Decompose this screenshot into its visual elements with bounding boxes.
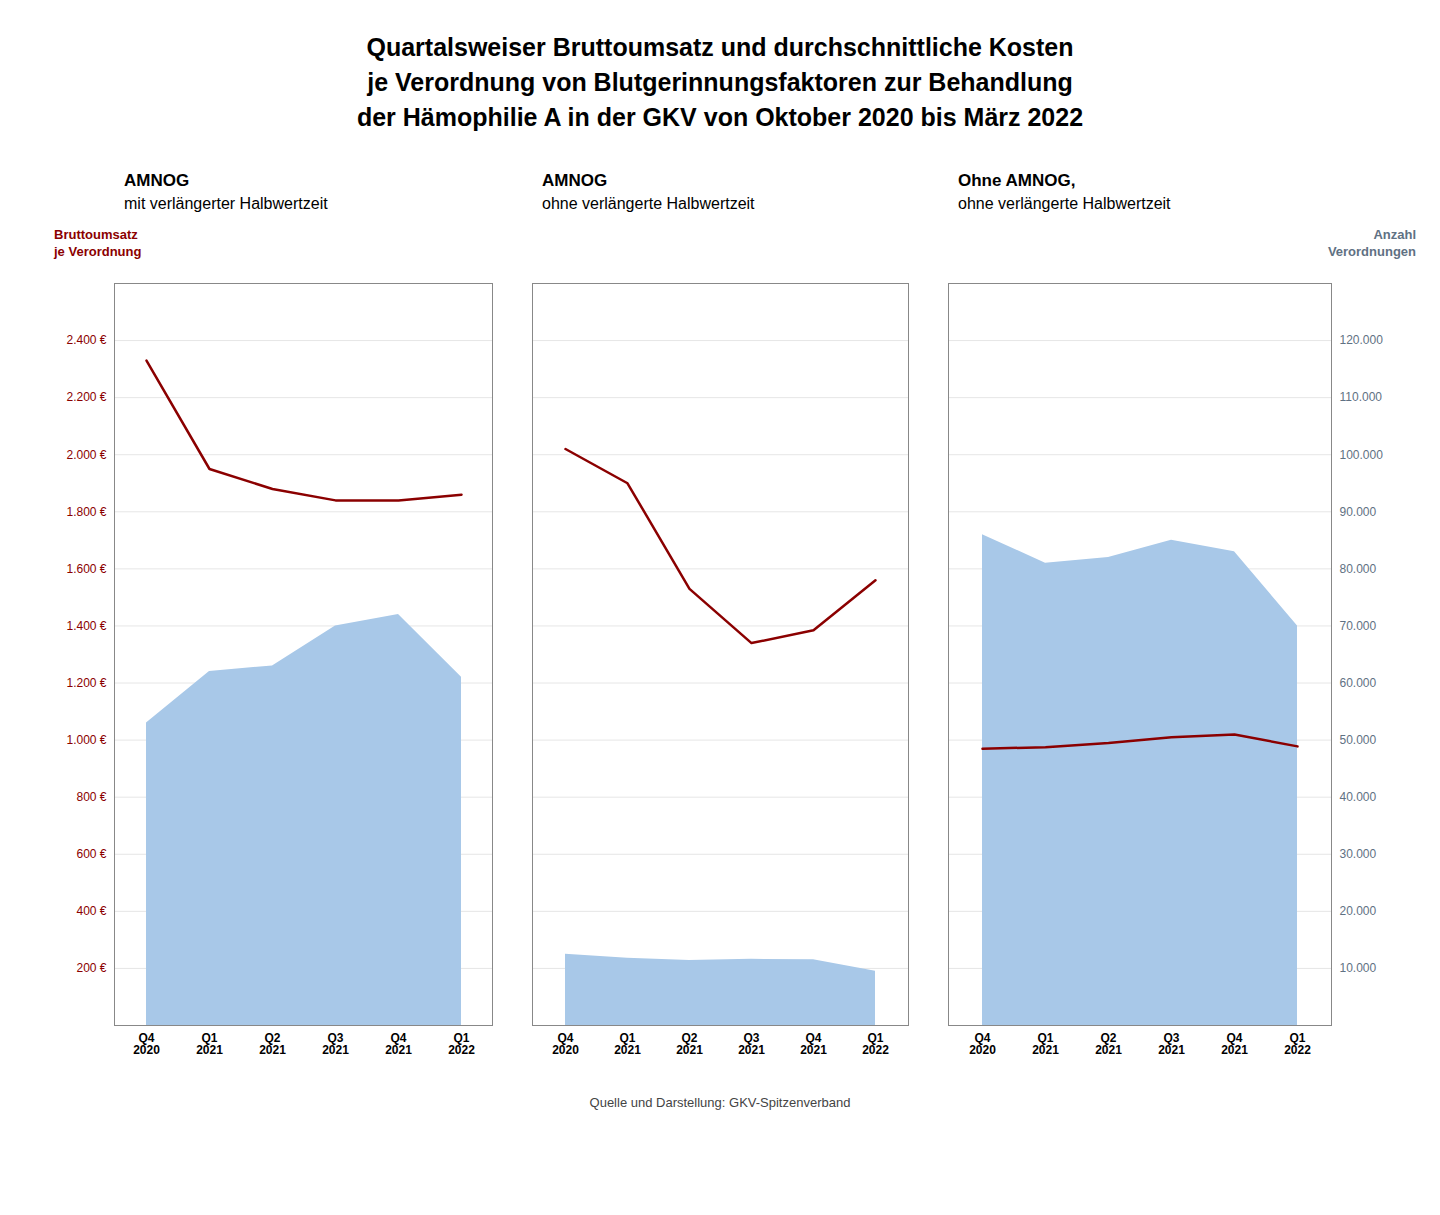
svg-text:600 €: 600 € xyxy=(76,847,106,861)
svg-text:800 €: 800 € xyxy=(76,790,106,804)
html-text:AMNOG: AMNOG xyxy=(124,171,190,190)
svg-text:Q12022: Q12022 xyxy=(862,1031,889,1057)
svg-text:Q32021: Q32021 xyxy=(322,1031,349,1057)
svg-text:2.000 €: 2.000 € xyxy=(66,448,106,462)
html-text:Quartalsweiser Bruttoumsatz un: Quartalsweiser Bruttoumsatz und durchsch… xyxy=(356,33,1084,131)
svg-text:60.000: 60.000 xyxy=(1340,676,1377,690)
svg-text:Q12021: Q12021 xyxy=(196,1031,223,1057)
svg-text:2.400 €: 2.400 € xyxy=(66,333,106,347)
html-text:Bruttoumsatz je Verordnung: Bruttoumsatz je Verordnung xyxy=(54,227,142,259)
svg-text:Q12022: Q12022 xyxy=(448,1031,475,1057)
html-text:ohne verlängerte Halbwertzeit: ohne verlängerte Halbwertzeit xyxy=(542,195,755,212)
svg-text:Q42021: Q42021 xyxy=(1221,1031,1248,1057)
svg-text:10.000: 10.000 xyxy=(1340,961,1377,975)
svg-text:Q32021: Q32021 xyxy=(1158,1031,1185,1057)
svg-text:Q12021: Q12021 xyxy=(614,1031,641,1057)
svg-text:Q42020: Q42020 xyxy=(969,1031,996,1057)
svg-text:110.000: 110.000 xyxy=(1340,390,1383,404)
svg-text:30.000: 30.000 xyxy=(1340,847,1377,861)
svg-text:100.000: 100.000 xyxy=(1340,448,1384,462)
html-text:Quelle und Darstellung: GKV-Sp: Quelle und Darstellung: GKV-Spitzenverba… xyxy=(589,1095,851,1110)
svg-text:400 €: 400 € xyxy=(76,904,106,918)
svg-text:90.000: 90.000 xyxy=(1340,505,1377,519)
svg-text:Q22021: Q22021 xyxy=(676,1031,703,1057)
svg-text:1.000 €: 1.000 € xyxy=(66,733,106,747)
svg-text:120.000: 120.000 xyxy=(1340,333,1384,347)
svg-text:2.200 €: 2.200 € xyxy=(66,390,106,404)
svg-text:1.400 €: 1.400 € xyxy=(66,619,106,633)
svg-text:Q12022: Q12022 xyxy=(1284,1031,1311,1057)
html-text:Anzahl Verordnungen: Anzahl Verordnungen xyxy=(1327,227,1416,259)
html-text:AMNOG: AMNOG xyxy=(542,171,608,190)
html-text:ohne verlängerte Halbwertzeit: ohne verlängerte Halbwertzeit xyxy=(958,195,1171,212)
svg-text:Q12021: Q12021 xyxy=(1032,1031,1059,1057)
svg-text:80.000: 80.000 xyxy=(1340,562,1377,576)
svg-text:1.600 €: 1.600 € xyxy=(66,562,106,576)
svg-text:Q22021: Q22021 xyxy=(259,1031,286,1057)
svg-text:1.800 €: 1.800 € xyxy=(66,505,106,519)
svg-text:Q42020: Q42020 xyxy=(133,1031,160,1057)
svg-text:Q42020: Q42020 xyxy=(552,1031,579,1057)
svg-text:Q42021: Q42021 xyxy=(800,1031,827,1057)
svg-text:50.000: 50.000 xyxy=(1340,733,1377,747)
svg-text:40.000: 40.000 xyxy=(1340,790,1377,804)
svg-text:Q42021: Q42021 xyxy=(385,1031,412,1057)
svg-text:70.000: 70.000 xyxy=(1340,619,1377,633)
svg-text:1.200 €: 1.200 € xyxy=(66,676,106,690)
svg-text:200 €: 200 € xyxy=(76,961,106,975)
html-text:Ohne AMNOG,: Ohne AMNOG, xyxy=(958,171,1076,190)
svg-text:20.000: 20.000 xyxy=(1340,904,1377,918)
svg-text:Q22021: Q22021 xyxy=(1095,1031,1122,1057)
svg-text:Q32021: Q32021 xyxy=(738,1031,765,1057)
html-text:mit verlängerter Halbwertzeit: mit verlängerter Halbwertzeit xyxy=(124,195,328,212)
